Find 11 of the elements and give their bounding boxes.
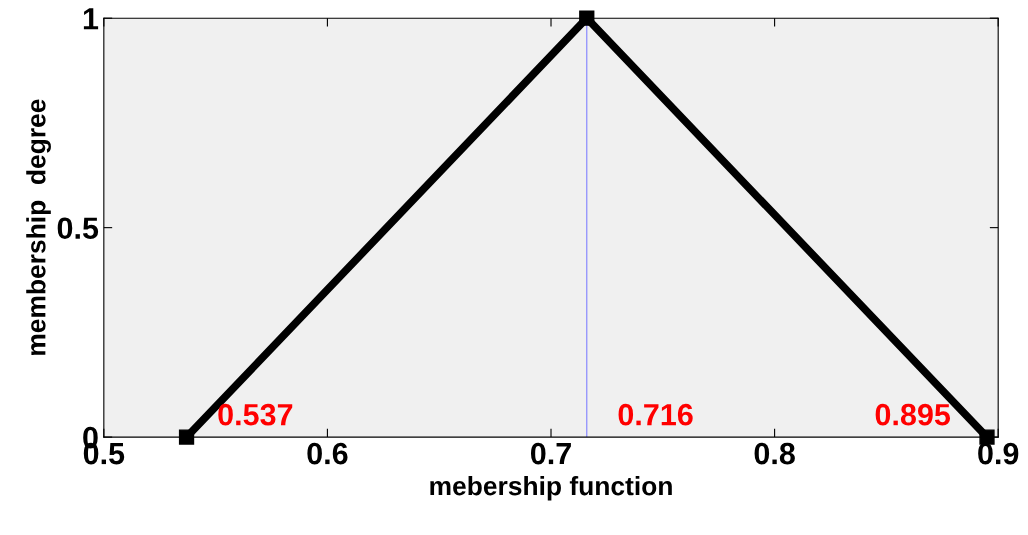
annotation: 0.537	[218, 403, 293, 426]
annotation: 0.895	[875, 403, 951, 426]
y-tick-label: 0.5	[57, 217, 99, 240]
x-tick-label: 0.6	[307, 442, 348, 465]
x-axis-title: mebership function	[430, 476, 672, 501]
y-tick-label: 1	[83, 8, 99, 30]
x-tick-label: 0.9	[978, 442, 1019, 465]
y-axis-title: membership degree	[26, 99, 51, 355]
annotation: 0.716	[618, 403, 693, 426]
x-tick-label: 0.8	[754, 442, 795, 465]
x-tick-label: 0.7	[530, 442, 571, 465]
